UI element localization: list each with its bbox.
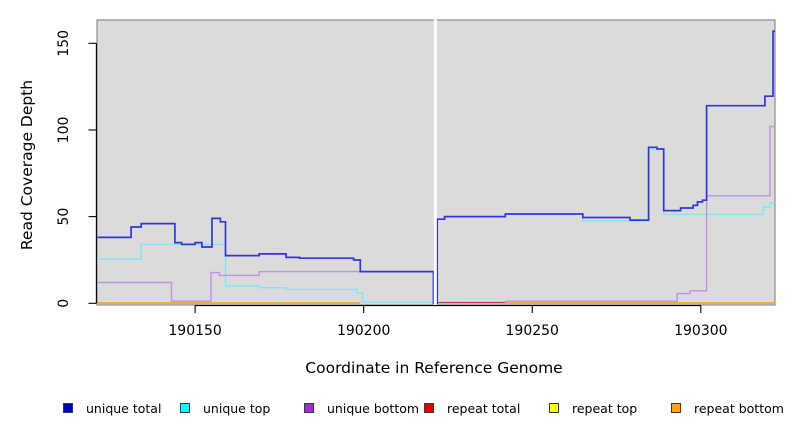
data-gap-band (433, 19, 437, 306)
legend-swatch-repeat-top (549, 403, 559, 413)
series-unique-bottom-line (97, 270, 435, 304)
x-axis-label: Coordinate in Reference Genome (305, 359, 563, 377)
y-tick-label: 150 (56, 30, 72, 57)
legend-item-repeat-top: repeat top (549, 399, 637, 417)
legend-swatch-unique-total (63, 403, 73, 413)
legend-label: repeat total (447, 400, 521, 416)
legend-label: unique total (86, 400, 162, 416)
legend-label: repeat top (572, 400, 638, 416)
legend-item-unique-top: unique top (180, 399, 270, 417)
x-tick-label: 190300 (674, 323, 727, 339)
legend-swatch-unique-bottom (304, 403, 314, 413)
y-axis-label: Read Coverage Depth (18, 79, 36, 251)
legend-label: repeat bottom (694, 400, 784, 416)
legend-label: unique bottom (327, 400, 420, 416)
chart-legend: unique total unique top unique bottom repea… (0, 399, 792, 421)
legend-item-unique-total: unique total (63, 399, 161, 417)
legend-swatch-unique-top (180, 403, 190, 413)
y-tick-label: 50 (56, 208, 72, 226)
y-tick-label: 100 (56, 117, 72, 144)
x-tick-label: 190200 (337, 323, 390, 339)
x-tick-label: 190250 (506, 323, 559, 339)
legend-item-repeat-total: repeat total (424, 399, 520, 417)
legend-swatch-repeat-bottom (671, 403, 681, 413)
series-unique-bottom-line (505, 125, 775, 302)
legend-item-repeat-bottom: repeat bottom (671, 399, 784, 417)
legend-label: unique top (203, 400, 271, 416)
legend-swatch-repeat-total (424, 403, 434, 413)
x-tick-label: 190150 (168, 323, 221, 339)
legend-item-unique-bottom: unique bottom (304, 399, 419, 417)
y-tick-label: 0 (56, 299, 72, 308)
